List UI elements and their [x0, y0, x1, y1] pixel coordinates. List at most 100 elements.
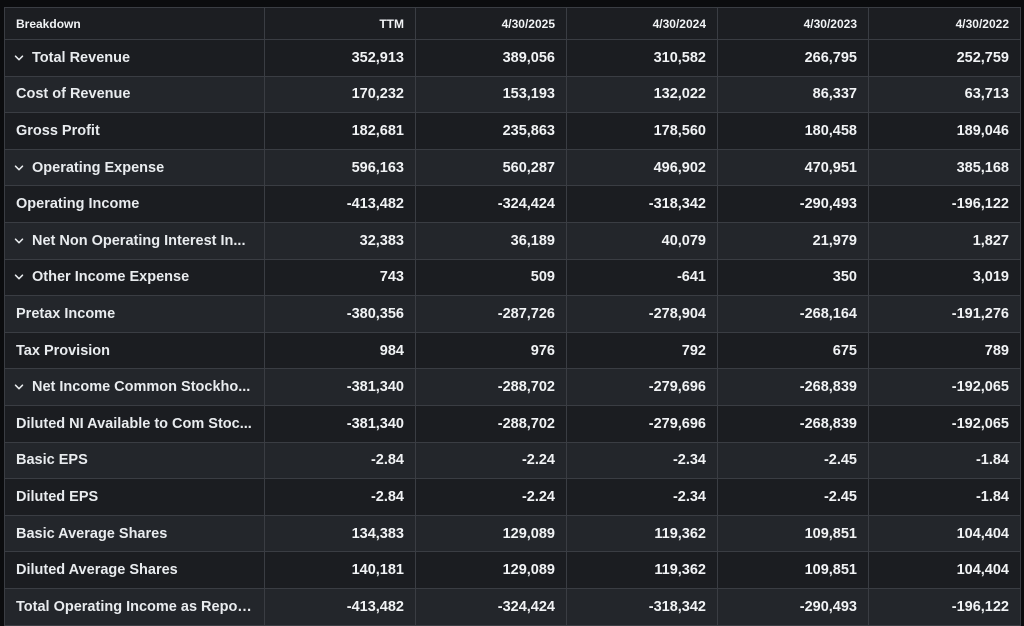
row-label: Gross Profit [16, 122, 100, 139]
value-cell: -268,839 [718, 405, 869, 443]
value-cell: 1,827 [869, 222, 1021, 260]
value-cell: -288,702 [416, 405, 567, 443]
header-col-2023: 4/30/2023 [718, 8, 869, 40]
chevron-down-icon[interactable] [14, 163, 28, 173]
value-cell: 63,713 [869, 76, 1021, 114]
value-cell: -290,493 [718, 186, 869, 223]
row-label: Net Income Common Stockho... [32, 379, 251, 396]
value-cell: -196,122 [869, 186, 1021, 223]
row-label: Other Income Expense [32, 269, 190, 286]
value-cell: -2.45 [718, 442, 869, 480]
value-cell: 560,287 [416, 149, 567, 187]
row-label-cell[interactable]: Net Income Common Stockho... [5, 369, 265, 406]
value-cell: 352,913 [265, 40, 416, 77]
table-row: Basic EPS -2.84 -2.24 -2.34 -2.45 -1.84 [5, 442, 1021, 480]
row-label: Diluted NI Available to Com Stoc... [16, 415, 252, 432]
value-cell: 235,863 [416, 113, 567, 150]
row-label-cell[interactable]: Other Income Expense [5, 259, 265, 297]
value-cell: 170,232 [265, 76, 416, 114]
row-label: Diluted Average Shares [16, 562, 178, 579]
table-row[interactable]: Net Income Common Stockho... -381,340 -288… [5, 369, 1021, 406]
value-cell: 509 [416, 259, 567, 297]
row-label: Basic Average Shares [16, 525, 168, 542]
row-label-cell: Diluted NI Available to Com Stoc... [5, 405, 265, 443]
value-cell: 129,089 [416, 552, 567, 589]
value-cell: 389,056 [416, 40, 567, 77]
value-cell: 310,582 [567, 40, 718, 77]
value-cell: -413,482 [265, 588, 416, 626]
value-cell: -196,122 [869, 588, 1021, 626]
value-cell: 119,362 [567, 552, 718, 589]
table-header-row: Breakdown TTM 4/30/2025 4/30/2024 4/30/2… [5, 8, 1021, 40]
row-label-cell: Tax Provision [5, 332, 265, 370]
header-breakdown: Breakdown [5, 8, 265, 40]
row-label-cell: Cost of Revenue [5, 76, 265, 114]
row-label: Cost of Revenue [16, 86, 131, 103]
value-cell: 119,362 [567, 515, 718, 553]
table-body: Total Revenue 352,913 389,056 310,582 266,79… [5, 40, 1021, 626]
row-label: Net Non Operating Interest In... [32, 232, 246, 249]
value-cell: 496,902 [567, 149, 718, 187]
value-cell: 189,046 [869, 113, 1021, 150]
value-cell: -290,493 [718, 588, 869, 626]
row-label: Tax Provision [16, 342, 111, 359]
value-cell: 789 [869, 332, 1021, 370]
value-cell: -641 [567, 259, 718, 297]
value-cell: 86,337 [718, 76, 869, 114]
value-cell: -192,065 [869, 369, 1021, 406]
value-cell: -324,424 [416, 588, 567, 626]
row-label-cell[interactable]: Total Revenue [5, 40, 265, 77]
header-col-ttm: TTM [265, 8, 416, 40]
value-cell: 178,560 [567, 113, 718, 150]
financials-table: Breakdown TTM 4/30/2025 4/30/2024 4/30/2… [4, 7, 1021, 626]
value-cell: -324,424 [416, 186, 567, 223]
value-cell: -318,342 [567, 588, 718, 626]
value-cell: -381,340 [265, 369, 416, 406]
value-cell: -2.84 [265, 479, 416, 516]
header-col-2025: 4/30/2025 [416, 8, 567, 40]
table-row: Gross Profit 182,681 235,863 178,560 180,458… [5, 113, 1021, 150]
table-row[interactable]: Total Revenue 352,913 389,056 310,582 266,79… [5, 40, 1021, 77]
table-row: Cost of Revenue 170,232 153,193 132,022 86,3… [5, 76, 1021, 114]
row-label: Total Operating Income as Repor... [16, 598, 253, 615]
header-col-2024: 4/30/2024 [567, 8, 718, 40]
value-cell: 32,383 [265, 222, 416, 260]
chevron-down-icon[interactable] [14, 236, 28, 246]
row-label-cell[interactable]: Operating Expense [5, 149, 265, 187]
value-cell: 140,181 [265, 552, 416, 589]
row-label: Operating Income [16, 196, 140, 213]
value-cell: -413,482 [265, 186, 416, 223]
value-cell: -2.45 [718, 479, 869, 516]
row-label: Operating Expense [32, 159, 165, 176]
row-label-cell: Diluted EPS [5, 479, 265, 516]
value-cell: -279,696 [567, 405, 718, 443]
value-cell: -381,340 [265, 405, 416, 443]
value-cell: 104,404 [869, 515, 1021, 553]
value-cell: 129,089 [416, 515, 567, 553]
value-cell: 675 [718, 332, 869, 370]
row-label-cell: Basic EPS [5, 442, 265, 480]
header-col-2022: 4/30/2022 [869, 8, 1021, 40]
row-label-cell: Total Operating Income as Repor... [5, 588, 265, 626]
table-row: Basic Average Shares 134,383 129,089 119,36… [5, 515, 1021, 553]
value-cell: 132,022 [567, 76, 718, 114]
table-row[interactable]: Net Non Operating Interest In... 32,383 36… [5, 222, 1021, 260]
value-cell: -380,356 [265, 296, 416, 333]
value-cell: 350 [718, 259, 869, 297]
chevron-down-icon[interactable] [14, 382, 28, 392]
value-cell: 40,079 [567, 222, 718, 260]
row-label: Basic EPS [16, 452, 88, 469]
row-label-cell: Diluted Average Shares [5, 552, 265, 589]
table-row[interactable]: Other Income Expense 743 509 -641 350 3,019 [5, 259, 1021, 297]
value-cell: -279,696 [567, 369, 718, 406]
chevron-down-icon[interactable] [14, 53, 28, 63]
value-cell: 266,795 [718, 40, 869, 77]
row-label-cell: Pretax Income [5, 296, 265, 333]
value-cell: 984 [265, 332, 416, 370]
row-label-cell[interactable]: Net Non Operating Interest In... [5, 222, 265, 260]
value-cell: 21,979 [718, 222, 869, 260]
value-cell: 36,189 [416, 222, 567, 260]
chevron-down-icon[interactable] [14, 272, 28, 282]
table-row[interactable]: Operating Expense 596,163 560,287 496,902 47… [5, 149, 1021, 187]
row-label: Pretax Income [16, 305, 116, 322]
